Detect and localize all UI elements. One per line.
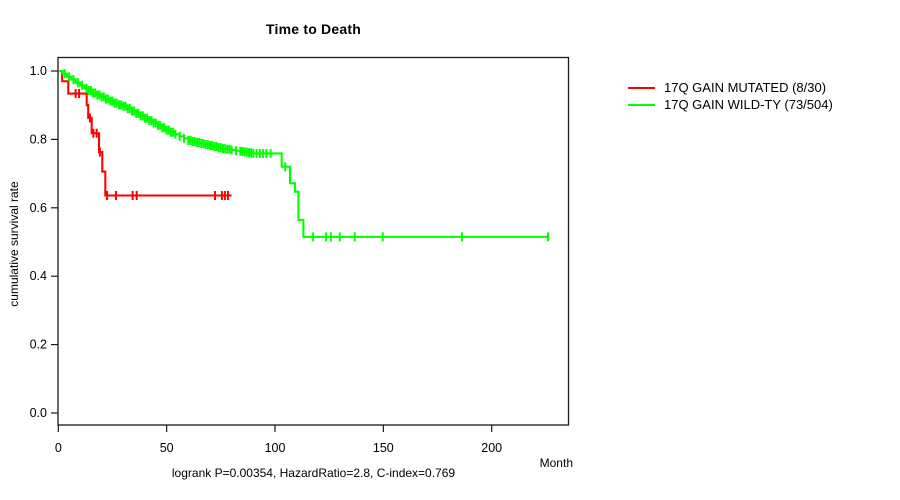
y-tick-label: 0.0 bbox=[30, 406, 47, 420]
axis-ticks bbox=[51, 70, 493, 432]
x-tick-label: 0 bbox=[55, 441, 62, 455]
y-tick-label: 1.0 bbox=[30, 64, 47, 78]
legend-line-swatch-green bbox=[628, 103, 655, 106]
x-axis-title: Month bbox=[539, 456, 573, 470]
legend-item-wildtype: 17Q GAIN WILD-TY (73/504) bbox=[628, 96, 833, 113]
y-tick-label: 0.6 bbox=[30, 201, 47, 215]
x-tick-label: 150 bbox=[373, 441, 394, 455]
survival-curves bbox=[58, 69, 550, 242]
y-tick-label: 0.4 bbox=[30, 269, 47, 283]
plot-frame bbox=[57, 56, 570, 426]
legend-label: 17Q GAIN MUTATED (8/30) bbox=[664, 80, 827, 95]
legend-line-swatch-red bbox=[628, 86, 655, 89]
survival-curve-mutated bbox=[58, 69, 232, 197]
stats-caption: logrank P=0.00354, HazardRatio=2.8, C-in… bbox=[171, 466, 456, 480]
y-tick-label: 0.8 bbox=[30, 132, 47, 146]
x-tick-label: 200 bbox=[481, 441, 502, 455]
plot-border bbox=[57, 56, 570, 426]
legend-label: 17Q GAIN WILD-TY (73/504) bbox=[664, 97, 833, 112]
y-tick-label: 0.2 bbox=[30, 338, 47, 352]
x-tick-label: 100 bbox=[265, 441, 286, 455]
x-tick-label: 50 bbox=[160, 441, 174, 455]
axis-tick-labels: 0 50 100 150 200 1.0 0.8 0.6 0.4 0.2 0.0 bbox=[30, 64, 503, 455]
survival-curve-wildtype bbox=[58, 69, 549, 238]
page-title: Time to Death bbox=[266, 21, 361, 37]
legend: 17Q GAIN MUTATED (8/30) 17Q GAIN WILD-TY… bbox=[628, 79, 833, 113]
legend-item-mutated: 17Q GAIN MUTATED (8/30) bbox=[628, 79, 833, 96]
y-axis-title: cumulative survival rate bbox=[7, 181, 21, 307]
